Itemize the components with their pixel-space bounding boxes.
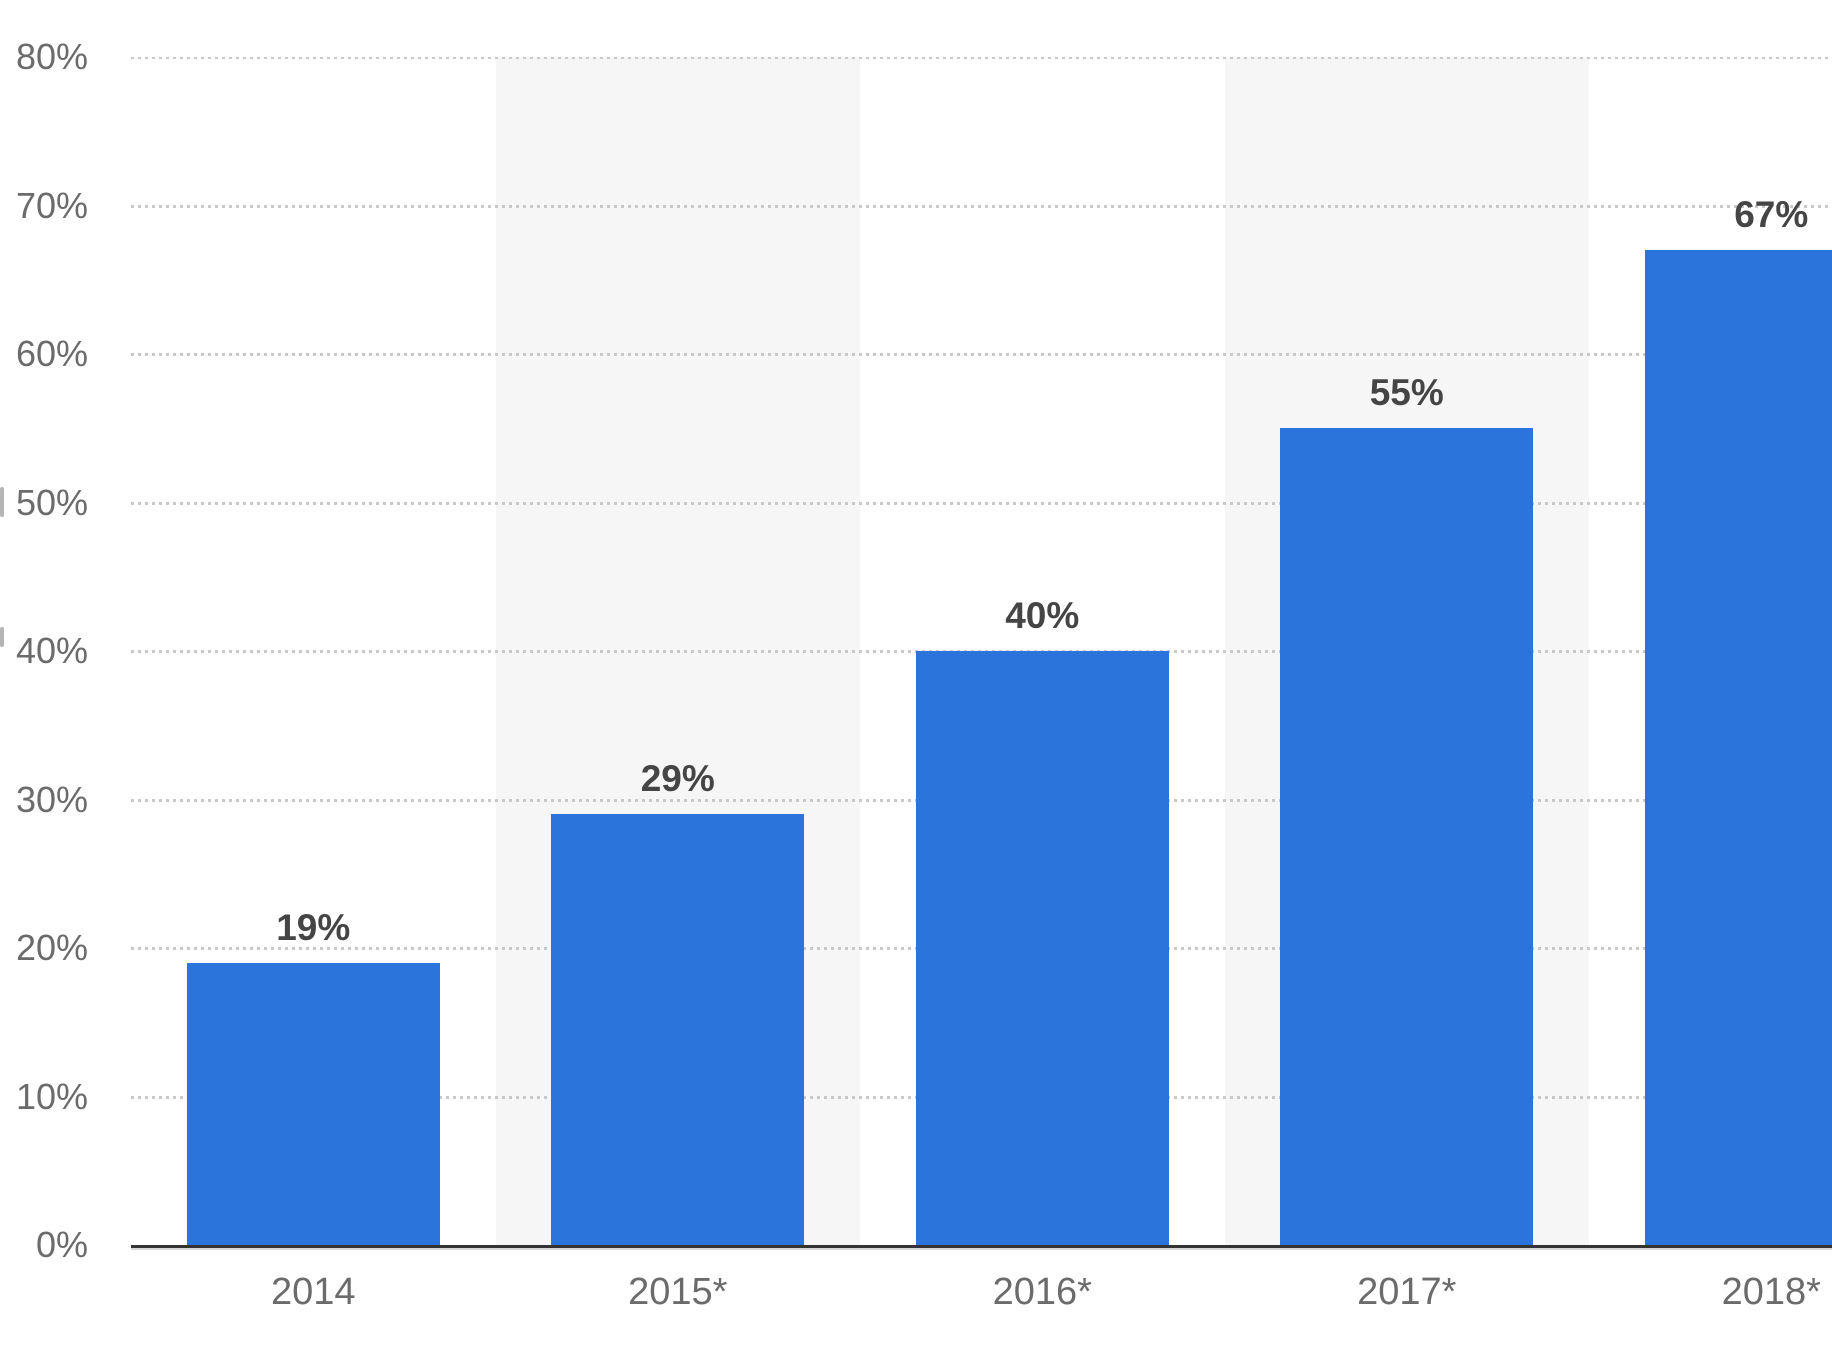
bar-value-label: 40% bbox=[1005, 595, 1080, 636]
gridline-50pct bbox=[131, 501, 1832, 505]
plot-area: 19% 29% 40% 55% 67% bbox=[131, 57, 1832, 1245]
bar-value-label: 55% bbox=[1369, 372, 1444, 414]
bar-value-label: 29% bbox=[640, 758, 715, 800]
bar-2018 bbox=[1644, 250, 1832, 1245]
bar-2017 bbox=[1280, 428, 1534, 1245]
x-axis-line bbox=[131, 1245, 1832, 1248]
bar-2016 bbox=[915, 651, 1169, 1245]
y-tick-label-80pct: 80% bbox=[15, 36, 88, 77]
x-axis-label-2018: 2018* bbox=[1721, 1271, 1821, 1313]
y-tick-label-20pct: 20% bbox=[15, 927, 88, 968]
bar-value-label: 67% bbox=[1734, 194, 1809, 236]
y-tick-label-40pct: 40% bbox=[15, 630, 88, 671]
bar-2015 bbox=[551, 814, 805, 1245]
y-axis-title-clipped-fragment bbox=[0, 627, 4, 647]
y-tick-label-0pct: 0% bbox=[35, 1224, 88, 1265]
x-axis-label-2017: 2017* bbox=[1357, 1271, 1457, 1313]
y-tick-label-30pct: 30% bbox=[15, 778, 88, 820]
x-axis-line-shadow bbox=[131, 1248, 1832, 1250]
y-tick-label-50pct: 50% bbox=[15, 481, 88, 523]
y-axis-title-clipped-fragment bbox=[0, 487, 4, 517]
bar-value-label: 19% bbox=[276, 906, 351, 948]
y-tick-label-10pct: 10% bbox=[15, 1075, 88, 1117]
x-axis-label-2015: 2015* bbox=[628, 1271, 728, 1313]
gridline-70pct bbox=[131, 204, 1832, 208]
gridline-80pct bbox=[131, 57, 1832, 59]
gridline-60pct bbox=[131, 353, 1832, 356]
x-axis-label-2014: 2014 bbox=[270, 1271, 356, 1313]
y-tick-label-70pct: 70% bbox=[15, 184, 88, 226]
y-tick-label-60pct: 60% bbox=[15, 333, 88, 374]
bar-2014 bbox=[186, 963, 440, 1245]
x-axis-label-2016: 2016* bbox=[992, 1271, 1092, 1313]
